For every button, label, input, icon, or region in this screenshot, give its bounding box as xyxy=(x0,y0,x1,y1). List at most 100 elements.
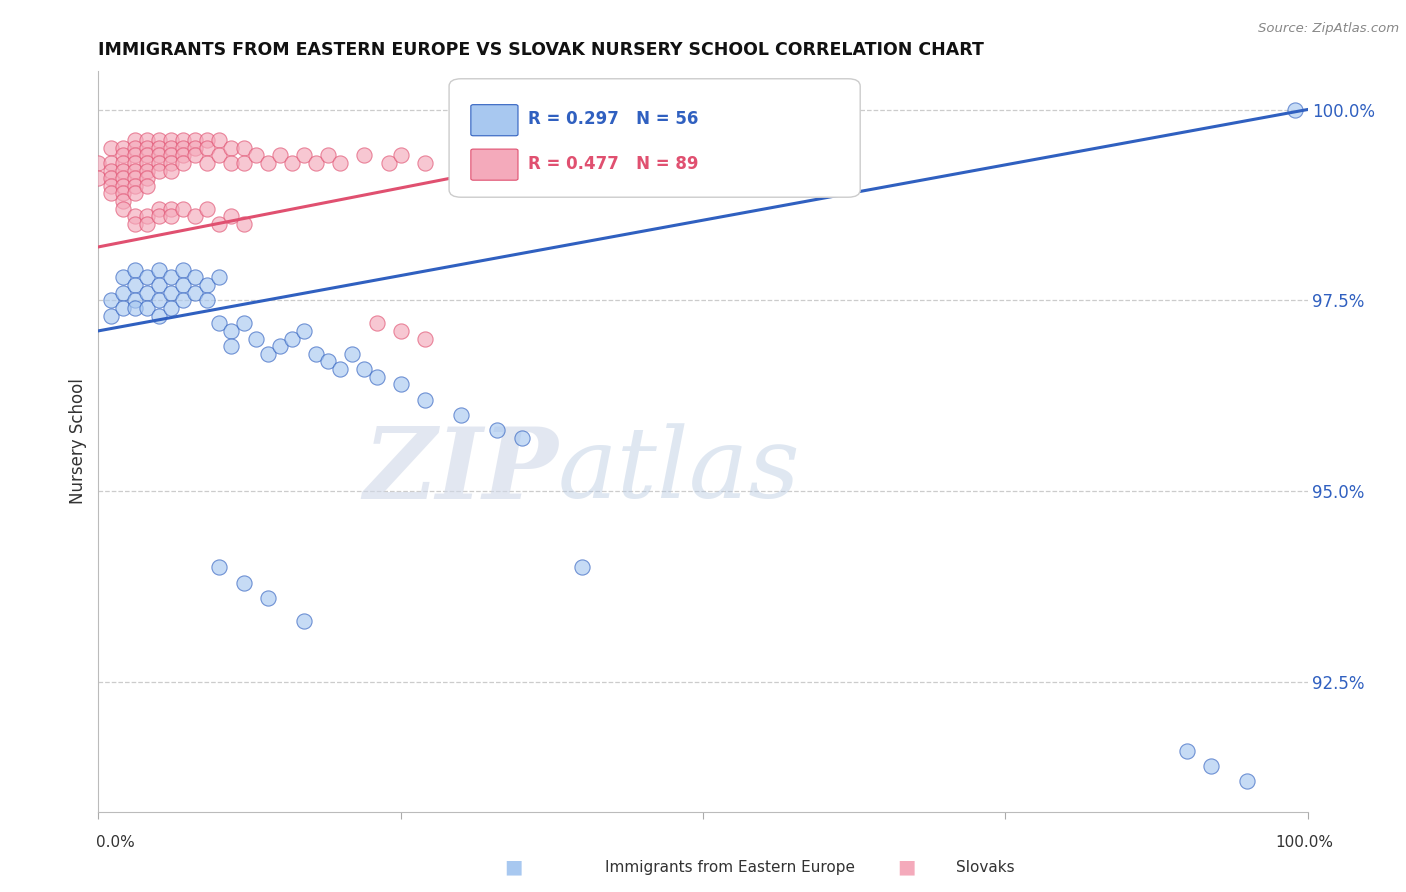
Point xyxy=(100,178,122,193)
Text: ■: ■ xyxy=(503,857,523,877)
Point xyxy=(124,301,146,315)
Point xyxy=(124,293,146,308)
Point xyxy=(124,171,146,186)
Point xyxy=(111,194,134,208)
Point xyxy=(221,339,243,353)
Text: R = 0.297   N = 56: R = 0.297 N = 56 xyxy=(527,111,697,128)
Point xyxy=(269,148,291,162)
Point xyxy=(172,156,194,170)
Point xyxy=(111,163,134,178)
Text: Slovaks: Slovaks xyxy=(956,860,1015,874)
Point xyxy=(172,278,194,293)
Point xyxy=(111,148,134,162)
Point xyxy=(184,148,207,162)
Point xyxy=(148,293,170,308)
Point xyxy=(342,347,364,361)
Point xyxy=(111,270,134,285)
Text: ZIP: ZIP xyxy=(363,423,558,519)
Point xyxy=(221,141,243,155)
Point xyxy=(232,217,254,231)
Point xyxy=(148,278,170,293)
Point xyxy=(135,141,157,155)
Point xyxy=(172,148,194,162)
Point xyxy=(195,278,218,293)
Point xyxy=(413,331,436,345)
Point xyxy=(148,309,170,323)
Point xyxy=(389,148,412,162)
Point xyxy=(124,178,146,193)
Point xyxy=(124,156,146,170)
Point xyxy=(366,316,388,330)
Point xyxy=(172,133,194,147)
Point xyxy=(195,202,218,216)
Point xyxy=(366,369,388,384)
Point xyxy=(135,217,157,231)
Point xyxy=(486,423,509,437)
Point xyxy=(184,270,207,285)
Point xyxy=(148,141,170,155)
Point xyxy=(292,324,315,338)
Point xyxy=(221,324,243,338)
Point xyxy=(184,133,207,147)
Point xyxy=(135,133,157,147)
Point xyxy=(135,178,157,193)
FancyBboxPatch shape xyxy=(449,78,860,197)
Point xyxy=(135,301,157,315)
Point xyxy=(135,148,157,162)
Point xyxy=(377,156,399,170)
Point xyxy=(160,148,183,162)
Point xyxy=(184,141,207,155)
Text: atlas: atlas xyxy=(558,424,800,519)
Point xyxy=(305,347,328,361)
Point xyxy=(208,316,231,330)
Text: 100.0%: 100.0% xyxy=(1275,836,1333,850)
Point xyxy=(100,293,122,308)
Point xyxy=(135,270,157,285)
Point xyxy=(1199,759,1222,773)
Point xyxy=(100,186,122,201)
Point xyxy=(195,156,218,170)
Point xyxy=(208,217,231,231)
Point xyxy=(305,156,328,170)
Point xyxy=(160,285,183,300)
Point xyxy=(148,210,170,224)
Point xyxy=(1284,103,1306,117)
Text: R = 0.477   N = 89: R = 0.477 N = 89 xyxy=(527,155,699,173)
Point xyxy=(172,262,194,277)
Point xyxy=(124,141,146,155)
Point xyxy=(160,301,183,315)
Point xyxy=(208,148,231,162)
Point xyxy=(232,316,254,330)
Point xyxy=(135,156,157,170)
Point xyxy=(87,171,110,186)
Point xyxy=(124,186,146,201)
Point xyxy=(316,354,339,368)
Point xyxy=(124,262,146,277)
Point xyxy=(316,148,339,162)
Point xyxy=(111,202,134,216)
Point xyxy=(329,156,352,170)
Point xyxy=(100,309,122,323)
Point xyxy=(172,202,194,216)
Text: Source: ZipAtlas.com: Source: ZipAtlas.com xyxy=(1258,22,1399,36)
Point xyxy=(111,186,134,201)
FancyBboxPatch shape xyxy=(471,104,517,136)
Point xyxy=(208,270,231,285)
Point xyxy=(111,178,134,193)
Point xyxy=(124,133,146,147)
Point xyxy=(195,141,218,155)
Point xyxy=(353,362,375,376)
Point xyxy=(124,163,146,178)
Point xyxy=(292,148,315,162)
Point xyxy=(184,210,207,224)
Point xyxy=(292,614,315,628)
Point xyxy=(281,331,304,345)
Point xyxy=(160,270,183,285)
Point xyxy=(148,262,170,277)
Point xyxy=(208,133,231,147)
Point xyxy=(100,156,122,170)
Text: Immigrants from Eastern Europe: Immigrants from Eastern Europe xyxy=(605,860,855,874)
Point xyxy=(208,560,231,574)
Point xyxy=(281,156,304,170)
Point xyxy=(172,293,194,308)
